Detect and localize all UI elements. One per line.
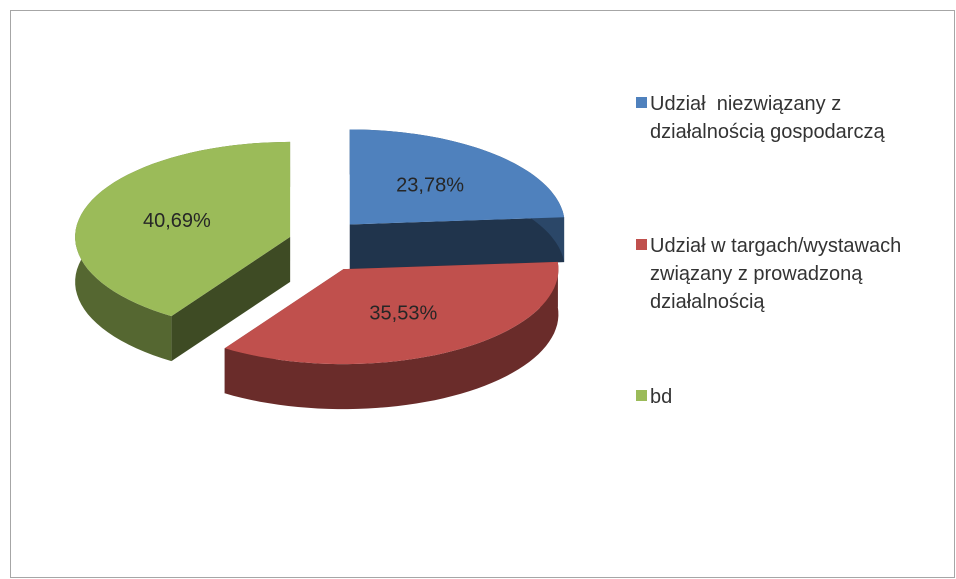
slice-top	[349, 129, 565, 225]
slice	[75, 141, 291, 362]
slice-radial-side	[171, 236, 291, 362]
slice-outer-side	[224, 261, 559, 410]
legend-label: bd	[650, 386, 673, 408]
legend-swatch	[636, 97, 647, 108]
slice-top	[224, 261, 559, 365]
data-label: 35,53%	[369, 302, 437, 324]
slice	[224, 261, 559, 410]
chart-border	[10, 10, 955, 578]
pie: 23,78% 35,53% 40,69%	[75, 129, 565, 410]
legend-swatch	[636, 390, 647, 401]
legend-label: Udział niezwiązany z działalnością gospo…	[650, 93, 885, 143]
legend-label: Udział w targach/wystawach związany z pr…	[650, 235, 907, 313]
data-label: 23,78%	[396, 174, 464, 196]
legend-swatch	[636, 239, 647, 250]
data-label: 40,69%	[143, 210, 211, 232]
slice	[349, 129, 565, 270]
slice-top	[75, 141, 291, 317]
slice-radial-side	[349, 217, 565, 270]
